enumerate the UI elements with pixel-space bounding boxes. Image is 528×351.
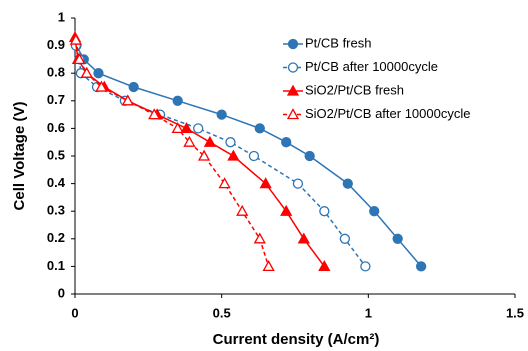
data-point — [121, 94, 134, 106]
legend-label: SiO2/Pt/CB after 10000cycle — [305, 106, 470, 121]
data-point — [128, 81, 139, 93]
legend-label: Pt/CB fresh — [305, 35, 371, 50]
data-point — [254, 123, 265, 134]
data-point — [360, 261, 371, 272]
x-tick-label: 0 — [71, 305, 78, 320]
data-point — [304, 150, 315, 162]
data-point — [236, 204, 249, 216]
data-point — [193, 123, 204, 134]
data-point — [225, 137, 236, 148]
x-tick-label: 1.5 — [506, 305, 524, 320]
data-point — [280, 204, 293, 216]
data-point — [281, 137, 292, 148]
y-tick-label: 1 — [58, 9, 65, 24]
data-point — [180, 122, 193, 134]
y-axis-title: Cell Voltage (V) — [11, 102, 28, 211]
legend-marker — [287, 38, 299, 50]
data-point — [183, 135, 196, 147]
data-point — [172, 95, 183, 106]
data-point — [148, 108, 161, 120]
data-point — [171, 122, 184, 134]
data-point — [253, 232, 266, 244]
data-point — [319, 206, 330, 217]
data-point — [342, 178, 353, 189]
y-tick-label: 0.1 — [47, 258, 65, 273]
data-point — [297, 232, 310, 244]
series-line — [75, 45, 367, 267]
data-point — [339, 233, 351, 244]
y-tick-label: 0.5 — [47, 147, 65, 162]
data-point — [262, 260, 275, 272]
data-point — [392, 233, 403, 244]
x-tick-label: 0.5 — [213, 305, 231, 320]
data-point — [69, 33, 82, 45]
y-tick-label: 0.8 — [47, 65, 65, 80]
data-point — [369, 206, 380, 217]
data-point — [259, 177, 272, 189]
legend-label: SiO2/Pt/CB fresh — [305, 82, 404, 97]
y-tick-label: 0.2 — [47, 230, 65, 245]
y-tick-label: 0 — [58, 285, 65, 300]
data-point — [227, 149, 240, 161]
y-tick-label: 0.3 — [47, 203, 65, 218]
data-point — [318, 260, 331, 272]
data-point — [80, 66, 93, 78]
y-tick-label: 0.7 — [47, 92, 65, 107]
data-point — [73, 53, 86, 65]
data-point — [203, 135, 217, 147]
data-point — [248, 150, 260, 162]
x-tick-label: 1 — [365, 305, 372, 320]
legend-marker — [286, 84, 300, 96]
y-tick-label: 0.4 — [47, 175, 66, 190]
series-line — [74, 37, 325, 267]
data-point — [197, 149, 211, 161]
data-point — [93, 68, 104, 79]
data-point — [95, 80, 108, 92]
data-point — [218, 177, 231, 189]
legend-marker — [286, 108, 300, 120]
x-axis-title: Current density (A/cm²) — [213, 331, 380, 348]
legend-marker — [287, 62, 299, 73]
y-tick-label: 0.9 — [47, 37, 65, 52]
data-point — [216, 109, 227, 120]
legend-label: Pt/CB after 10000cycle — [305, 59, 438, 74]
y-tick-label: 0.6 — [47, 120, 65, 135]
series-line — [75, 39, 270, 267]
data-point — [415, 261, 427, 272]
data-point — [292, 178, 304, 189]
